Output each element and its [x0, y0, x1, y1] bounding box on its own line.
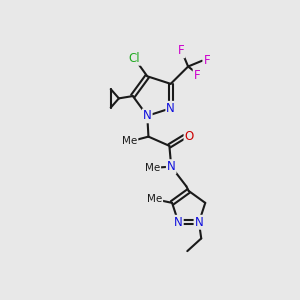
Text: N: N — [166, 102, 175, 115]
Text: N: N — [194, 216, 203, 229]
Text: Me: Me — [147, 194, 162, 204]
Text: N: N — [174, 216, 183, 229]
Text: N: N — [167, 160, 176, 173]
Text: F: F — [178, 44, 184, 57]
Text: O: O — [184, 130, 194, 143]
Text: N: N — [143, 109, 152, 122]
Text: Cl: Cl — [129, 52, 140, 65]
Text: Me: Me — [145, 163, 160, 173]
Text: F: F — [203, 53, 210, 67]
Text: F: F — [194, 69, 200, 82]
Text: Me: Me — [122, 136, 137, 146]
